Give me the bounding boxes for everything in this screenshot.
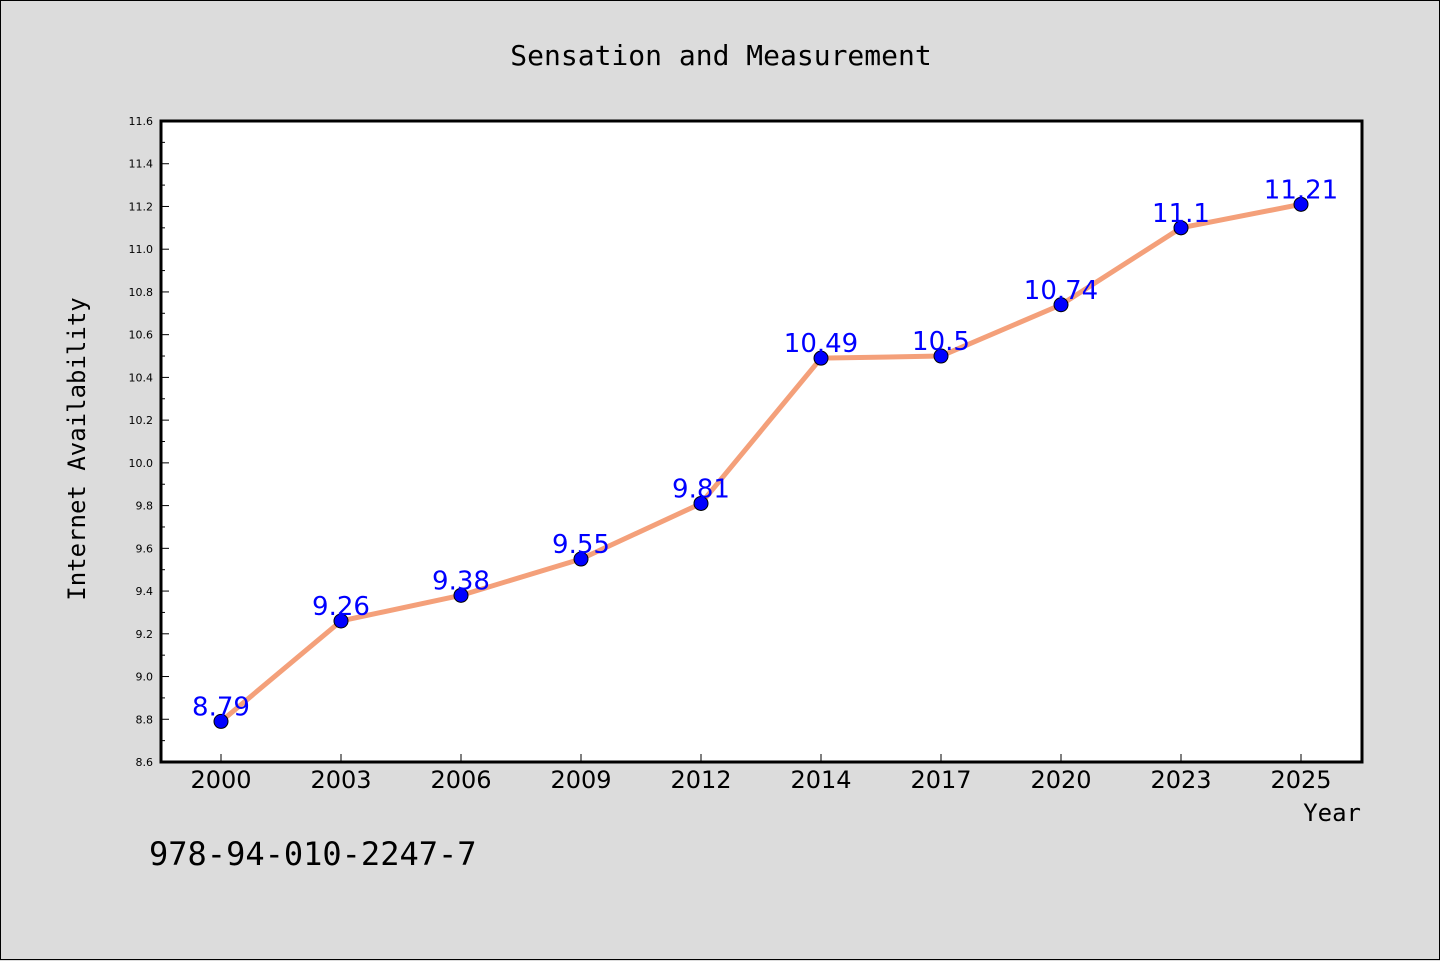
y-tick-label: 10.8: [129, 286, 154, 299]
chart-title: Sensation and Measurement: [510, 39, 931, 72]
y-tick-label: 9.8: [136, 500, 154, 513]
x-tick-label: 2009: [550, 766, 611, 794]
data-label: 11.21: [1264, 175, 1338, 205]
x-tick-label: 2003: [310, 766, 371, 794]
data-point: [453, 587, 469, 603]
y-tick-label: 11.6: [129, 115, 154, 128]
data-label: 10.5: [912, 327, 970, 357]
x-axis-label: Year: [1303, 799, 1361, 827]
data-point: [693, 495, 709, 511]
data-label: 10.49: [784, 329, 858, 359]
y-axis-ticks: 8.6 8.8 9.0 9.2 9.4 9.6 9.8 10.0 10.2 10.4 10.6 10.…: [129, 115, 169, 769]
data-point: [573, 551, 589, 567]
data-label: 9.55: [552, 530, 610, 560]
data-point: [213, 713, 229, 729]
series-line-group: [218, 201, 1304, 724]
data-label: 9.38: [432, 566, 490, 596]
x-tick-label: 2000: [190, 766, 251, 794]
x-tick-label: 2020: [1030, 766, 1091, 794]
x-tick-label: 2025: [1270, 766, 1331, 794]
y-axis-label: Internet Availability: [63, 297, 91, 600]
y-tick-label: 9.2: [136, 628, 154, 641]
y-tick-label: 9.0: [136, 671, 154, 684]
y-tick-label: 9.6: [136, 542, 154, 555]
data-labels: 8.79 9.26 9.38 9.55 9.81 10.49 10.5 10.74 11.1 11…: [192, 175, 1338, 722]
x-axis-ticks: 2000 2003 2006 2009 2012 2014 2017 2020 2023 2025: [190, 754, 1332, 794]
x-tick-label: 2006: [430, 766, 491, 794]
x-tick-label: 2014: [790, 766, 851, 794]
isbn-number: 978-94-010-2247-7: [149, 835, 477, 873]
data-point: [1173, 220, 1189, 236]
y-tick-label: 10.0: [129, 457, 154, 470]
x-tick-label: 2017: [910, 766, 971, 794]
x-tick-label: 2023: [1150, 766, 1211, 794]
data-label: 8.79: [192, 692, 250, 722]
data-label: 9.81: [672, 474, 730, 504]
series-line: [218, 201, 1304, 724]
x-tick-label: 2012: [670, 766, 731, 794]
data-label: 9.26: [312, 592, 370, 622]
data-point: [1293, 196, 1309, 212]
y-tick-label: 11.4: [129, 158, 154, 171]
y-tick-label: 10.4: [129, 371, 154, 384]
data-label: 10.74: [1024, 276, 1098, 306]
y-tick-label: 10.6: [129, 329, 154, 342]
y-tick-label: 9.4: [136, 585, 154, 598]
data-point: [1053, 297, 1069, 313]
y-tick-label: 11.2: [129, 200, 154, 213]
data-point: [933, 348, 949, 364]
y-tick-label: 11.0: [129, 243, 154, 256]
data-label: 11.1: [1152, 199, 1210, 229]
data-point: [333, 613, 349, 629]
plot-area: [159, 119, 1364, 764]
data-point: [813, 350, 829, 366]
y-tick-label: 8.6: [136, 756, 154, 769]
data-markers: [213, 196, 1309, 729]
y-tick-label: 8.8: [136, 713, 154, 726]
y-tick-label: 10.2: [129, 414, 154, 427]
